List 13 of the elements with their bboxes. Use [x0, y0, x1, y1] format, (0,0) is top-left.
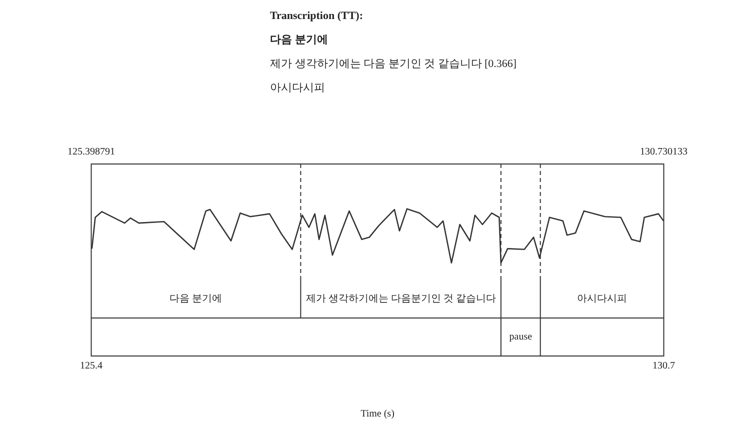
text: 아시다시피 — [577, 294, 628, 305]
text: 제가 생각하기에는 다음분기인 것 같습니다 — [306, 294, 496, 305]
chart-title: Transcription (TT): — [270, 9, 364, 24]
text: 다음 분기에 — [270, 33, 329, 48]
text: pause — [509, 332, 533, 343]
x-axis-title: Time (s) — [360, 408, 394, 420]
x2-tick-label: 125.398791 — [68, 146, 115, 158]
x2-tick-label: 130.730133 — [640, 146, 688, 158]
x-tick-label: 130.7 — [652, 360, 675, 372]
x-tick-label: 125.4 — [80, 360, 102, 372]
text: 다음 분기에 — [170, 294, 222, 305]
text: 제가 생각하기에는 다음 분기인 것 같습니다 [0.366] — [270, 57, 517, 72]
text: 아시다시피 — [270, 81, 326, 96]
